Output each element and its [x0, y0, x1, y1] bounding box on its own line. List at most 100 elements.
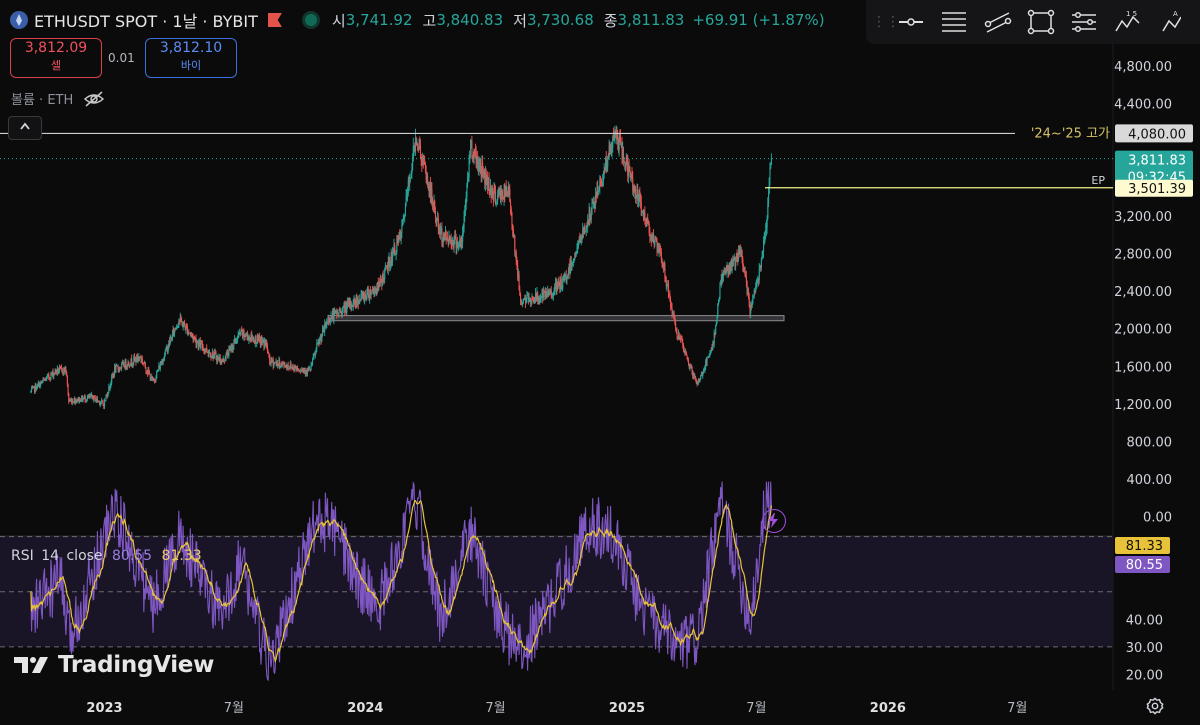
candle-body: [567, 275, 569, 278]
price-tick-label: 2,800.00: [1114, 248, 1172, 263]
candle-body: [289, 364, 291, 368]
candle-body: [357, 300, 359, 305]
elliott-wave-icon[interactable]: 1 5: [1113, 7, 1142, 37]
candle-body: [33, 386, 36, 392]
candle-body: [209, 352, 211, 357]
trend-channel-icon[interactable]: [983, 7, 1012, 37]
candle-body: [557, 280, 559, 286]
candle-body: [712, 343, 715, 345]
candle-body: [550, 290, 552, 294]
candle-body: [467, 177, 469, 179]
price-tick-label: 4,400.00: [1114, 97, 1172, 112]
candle-body: [187, 332, 189, 335]
eth-coin-icon[interactable]: [10, 11, 28, 29]
candle-body: [457, 243, 459, 248]
buy-button[interactable]: 3,812.10 바이: [145, 38, 237, 78]
candle-body: [294, 365, 296, 368]
candle-body: [248, 337, 250, 341]
candle-body: [410, 173, 412, 178]
candle-body: [731, 259, 733, 271]
tradingview-logo[interactable]: TradingView: [14, 652, 214, 678]
event-marker[interactable]: [762, 509, 786, 533]
candle-body: [355, 297, 357, 305]
candle-body: [305, 371, 307, 374]
candle-body: [749, 305, 751, 314]
candle-body: [279, 366, 281, 368]
candle-body: [76, 400, 78, 402]
market-status-icon[interactable]: [301, 11, 320, 29]
candle-body: [238, 333, 240, 335]
rectangle-icon[interactable]: [1026, 7, 1055, 37]
candle-body: [228, 347, 230, 356]
candle-body: [416, 143, 418, 145]
candle-body: [590, 214, 592, 220]
candle-body: [297, 368, 299, 371]
candle-body: [253, 340, 255, 342]
candle-body: [348, 301, 350, 303]
candle-body: [373, 290, 375, 294]
candle-body: [156, 371, 158, 379]
candle-body: [370, 293, 372, 296]
candle-body: [553, 291, 555, 295]
parallel-lines-icon[interactable]: [1070, 7, 1099, 37]
candle-body: [177, 324, 179, 327]
candle-body: [68, 401, 71, 402]
candle-body: [75, 400, 77, 403]
candle-body: [549, 293, 551, 295]
rsi-legend[interactable]: RSI 14 close 80.55 81.33: [11, 548, 202, 564]
horizontal-line-icon[interactable]: [896, 7, 925, 37]
candle-body: [118, 369, 120, 371]
candle-body: [191, 333, 194, 336]
fib-lines-icon[interactable]: [939, 7, 968, 37]
symbol-title[interactable]: ETHUSDT SPOT · 1날 · BYBIT: [34, 12, 258, 31]
candle-body: [369, 289, 371, 296]
candle-body: [387, 262, 389, 271]
candle-body: [619, 136, 621, 139]
candle-body: [83, 398, 85, 399]
candle-body: [319, 339, 321, 345]
candle-body: [116, 365, 118, 367]
candle-body: [490, 186, 492, 197]
volume-legend[interactable]: 볼륨 · ETH: [11, 89, 105, 108]
candle-body: [643, 212, 645, 217]
flag-icon[interactable]: [267, 13, 282, 27]
candle-body: [644, 212, 646, 219]
buy-price: 3,812.10: [159, 40, 223, 56]
candle-body: [729, 263, 731, 272]
candle-body: [211, 352, 214, 357]
candle-body: [354, 303, 356, 305]
candle-body: [650, 234, 652, 241]
candle-body: [517, 274, 519, 278]
candle-body: [527, 294, 529, 300]
sell-button[interactable]: 3,812.09 셀: [10, 38, 102, 78]
candle-body: [487, 176, 489, 187]
candle-body: [261, 341, 264, 343]
collapse-button[interactable]: [8, 116, 42, 140]
open-value: 3,741.92: [345, 11, 413, 29]
candle-body: [764, 235, 766, 240]
candle-body: [658, 248, 660, 254]
candle-body: [654, 236, 656, 245]
candle-body: [609, 145, 611, 147]
candle-body: [522, 302, 524, 304]
drag-handle-icon[interactable]: ⋮⋮: [872, 14, 900, 30]
candle-body: [406, 194, 408, 196]
candle-body: [144, 361, 146, 364]
candle-body: [579, 238, 581, 241]
candle-body: [129, 364, 131, 367]
candle-body: [469, 146, 472, 151]
candle-body: [602, 180, 604, 185]
candle-body: [466, 183, 468, 198]
candle-body: [194, 337, 196, 339]
abc-pattern-icon[interactable]: A: [1157, 7, 1186, 37]
settings-gear-icon[interactable]: [1146, 697, 1164, 715]
candle-body: [690, 365, 692, 367]
candle-body: [670, 300, 672, 307]
candle-body: [144, 361, 146, 368]
candle-body: [109, 386, 111, 388]
candle-body: [645, 218, 647, 221]
eye-off-icon[interactable]: [83, 90, 105, 107]
candle-body: [193, 337, 195, 340]
candle-body: [495, 202, 497, 205]
